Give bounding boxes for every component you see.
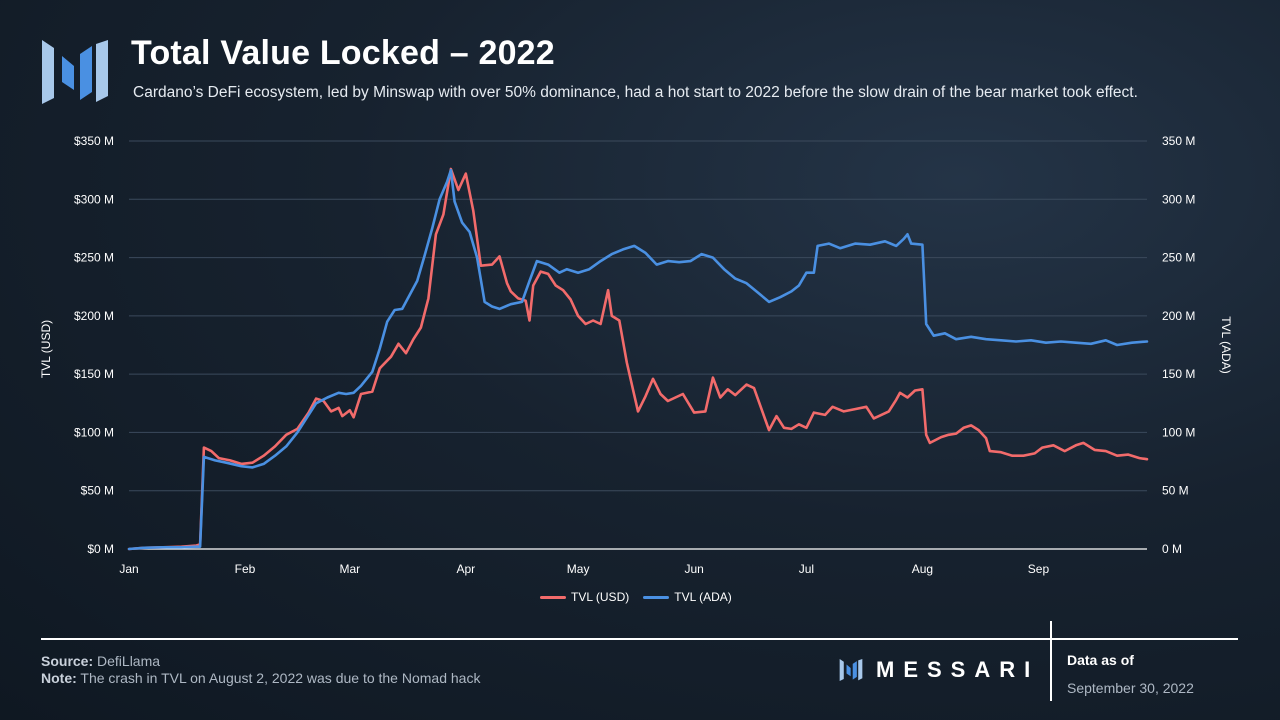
x-tick-label: Jul xyxy=(799,562,814,576)
footer-source: Source: DefiLlama Note: The crash in TVL… xyxy=(41,653,480,687)
x-tick-label: Jan xyxy=(119,562,138,576)
tvl-line-chart: $0 M $50 M $100 M $150 M $200 M $250 M $300 M $… xyxy=(39,134,1233,576)
x-tick-label: Sep xyxy=(1028,562,1050,576)
series-line-ada xyxy=(127,168,1149,551)
messari-logo-icon xyxy=(42,40,108,104)
y-left-tick-label: $150 M xyxy=(74,367,114,381)
y-right-tick-label: 350 M xyxy=(1162,134,1195,148)
y-left-tick-label: $100 M xyxy=(74,425,114,439)
data-as-of-date: September 30, 2022 xyxy=(1067,680,1194,696)
chart-gridlines xyxy=(129,140,1147,550)
x-tick-label: Mar xyxy=(339,562,360,576)
y-right-tick-label: 100 M xyxy=(1162,425,1195,439)
y-right-tick-label: 200 M xyxy=(1162,309,1195,323)
y-left-tick-label: $300 M xyxy=(74,192,114,206)
legend-item-ada[interactable]: TVL (ADA) xyxy=(643,590,732,604)
source-text: DefiLlama xyxy=(97,653,161,669)
x-axis-ticks: Jan Feb Mar Apr May Jun Jul Aug Sep xyxy=(119,562,1049,576)
chart-legend: TVL (USD) TVL (ADA) xyxy=(540,590,732,604)
x-tick-label: Apr xyxy=(456,562,475,576)
y-axis-right-ticks: 0 M 50 M 100 M 150 M 200 M 250 M 300 M 350 M xyxy=(1162,134,1195,556)
y-right-tick-label: 50 M xyxy=(1162,484,1189,498)
y-right-tick-label: 250 M xyxy=(1162,251,1195,265)
note-text: The crash in TVL on August 2, 2022 was d… xyxy=(80,670,481,686)
legend-swatch-usd xyxy=(540,595,566,599)
legend-swatch-ada xyxy=(643,595,670,599)
page-title: Total Value Locked – 2022 xyxy=(131,34,555,72)
y-right-tick-label: 300 M xyxy=(1162,192,1195,206)
series-line-usd xyxy=(127,167,1149,551)
y-left-tick-label: $200 M xyxy=(74,309,114,323)
legend-label-ada: TVL (ADA) xyxy=(674,590,732,604)
legend-item-usd[interactable]: TVL (USD) xyxy=(540,590,629,604)
note-label: Note: xyxy=(41,670,77,686)
y-axis-left-ticks: $0 M $50 M $100 M $150 M $200 M $250 M $300 M $… xyxy=(74,134,114,556)
page-subtitle: Cardano’s DeFi ecosystem, led by Minswap… xyxy=(133,84,1138,101)
x-tick-label: Feb xyxy=(235,562,256,576)
messari-small-logo-icon xyxy=(839,659,863,681)
y-left-tick-label: $350 M xyxy=(74,134,114,148)
x-tick-label: Aug xyxy=(912,562,933,576)
source-label: Source: xyxy=(41,653,94,669)
y-right-tick-label: 150 M xyxy=(1162,367,1195,381)
y-left-tick-label: $0 M xyxy=(87,542,114,556)
x-tick-label: Jun xyxy=(684,562,703,576)
x-tick-label: May xyxy=(567,562,590,576)
data-as-of-label: Data as of xyxy=(1067,652,1134,668)
chart-series xyxy=(127,167,1149,551)
y-left-tick-label: $50 M xyxy=(81,484,114,498)
y-right-tick-label: 0 M xyxy=(1162,542,1182,556)
messari-brand: MESSARI xyxy=(838,657,1039,683)
brand-wordmark: MESSARI xyxy=(876,657,1040,682)
footer-divider xyxy=(41,638,1238,640)
footer-vertical-divider xyxy=(1050,621,1052,701)
y-axis-right-title: TVL (ADA) xyxy=(1219,316,1233,374)
y-left-tick-label: $250 M xyxy=(74,251,114,265)
legend-label-usd: TVL (USD) xyxy=(571,590,630,604)
y-axis-left-title: TVL (USD) xyxy=(39,320,53,378)
